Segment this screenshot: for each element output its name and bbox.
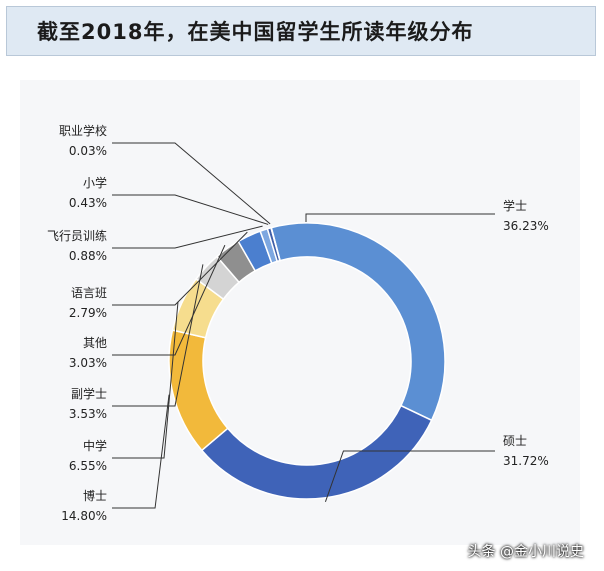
label-name-小学: 小学 <box>83 175 107 190</box>
leader-line-职业学校 <box>112 142 271 225</box>
label-name-语言班: 语言班 <box>71 286 107 300</box>
label-name-博士: 博士 <box>83 488 107 503</box>
donut-slice-学士 <box>270 222 446 422</box>
label-value-职业学校: 0.03% <box>69 144 107 158</box>
leader-line-学士 <box>305 213 495 222</box>
label-value-飞行员训练: 0.88% <box>69 249 107 263</box>
label-name-飞行员训练: 飞行员训练 <box>47 228 107 243</box>
watermark: 头条 @金小川说史 <box>467 544 584 560</box>
label-value-中学: 6.55% <box>69 459 107 473</box>
leader-line-中学 <box>112 301 179 459</box>
label-value-小学: 0.43% <box>69 196 107 210</box>
label-value-博士: 14.80% <box>61 509 107 523</box>
label-value-语言班: 2.79% <box>69 306 107 320</box>
leader-line-语言班 <box>112 231 248 306</box>
label-name-硕士: 硕士 <box>503 434 527 448</box>
label-value-副学士: 3.53% <box>69 407 107 421</box>
label-name-学士: 学士 <box>503 198 527 213</box>
label-value-学士: 36.23% <box>503 219 549 233</box>
label-name-其他: 其他 <box>83 336 107 350</box>
label-name-副学士: 副学士 <box>71 386 107 401</box>
label-value-其他: 3.03% <box>69 356 107 370</box>
leader-line-硕士 <box>324 450 495 502</box>
chart-title: 截至2018年，在美中国留学生所读年级分布 <box>37 20 474 44</box>
label-name-中学: 中学 <box>83 438 107 453</box>
label-name-职业学校: 职业学校 <box>59 123 107 138</box>
donut-slice-硕士 <box>200 404 433 500</box>
donut-slice-职业学校 <box>270 226 282 262</box>
label-value-硕士: 31.72% <box>503 454 549 468</box>
leader-line-博士 <box>112 394 170 509</box>
leader-line-小学 <box>112 194 269 225</box>
leader-line-副学士 <box>112 264 204 407</box>
leader-line-飞行员训练 <box>112 225 263 249</box>
leader-line-其他 <box>112 244 226 356</box>
chart-title-bar: 截至2018年，在美中国留学生所读年级分布 <box>6 6 596 56</box>
